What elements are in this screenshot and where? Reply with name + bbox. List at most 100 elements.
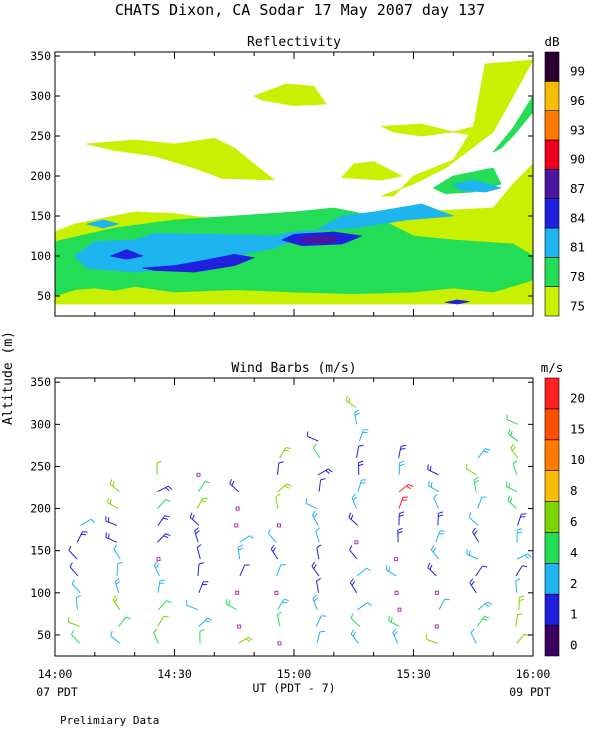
wind-barb xyxy=(516,553,532,560)
wind-barb-shaft xyxy=(473,479,477,492)
wind-barb-feather xyxy=(238,547,244,551)
wind-barb-feather xyxy=(166,600,172,604)
wind-barb xyxy=(388,615,400,627)
wind-barb-shaft xyxy=(317,468,329,476)
wind-barb xyxy=(477,601,493,611)
wind-barb-feather xyxy=(313,597,319,602)
wind-barb-feather xyxy=(153,561,159,566)
wind-barb-feather xyxy=(311,510,316,516)
wind-barb-feather xyxy=(350,629,355,635)
wind-barb-feather xyxy=(248,636,253,641)
wind-barb-shaft xyxy=(427,567,437,577)
wind-barb-feather xyxy=(71,629,75,635)
wind-barb-shaft xyxy=(71,634,80,644)
wind-barb xyxy=(506,414,519,425)
reflectivity-colorbar-label: 87 xyxy=(570,181,585,196)
wind-barb xyxy=(110,630,121,644)
wind-barb xyxy=(477,448,491,459)
wind-barb-shaft xyxy=(277,599,285,610)
wind-barb-feather xyxy=(228,600,231,606)
wind-barb-feather xyxy=(358,460,364,464)
wind-barb-feather xyxy=(470,580,475,586)
wind-barb xyxy=(507,429,519,442)
wind-barb-shaft xyxy=(110,635,121,644)
wind-barb-shaft xyxy=(238,636,249,644)
wind-barb-feather xyxy=(207,617,213,621)
wind-barb-shaft xyxy=(114,581,120,593)
time-tick-label: 14:00 xyxy=(38,667,73,681)
wind-barb xyxy=(118,616,131,627)
wind-barb-feather xyxy=(388,615,390,621)
wind-barb-shaft xyxy=(196,497,204,509)
wind-colorbar-label: 2 xyxy=(570,576,578,591)
wind-barb-feather xyxy=(109,479,113,485)
reflectivity-contour-75 xyxy=(253,83,327,106)
wind-barb-shaft xyxy=(105,536,118,543)
wind-barb-feather xyxy=(367,602,372,606)
wind-barb-feather xyxy=(315,527,320,532)
time-axis-label: UT (PDT - 7) xyxy=(252,681,335,695)
wind-barb-feather xyxy=(107,497,109,503)
wind-barb xyxy=(198,581,209,594)
wind-barb xyxy=(351,493,358,509)
wind-colorbar-swatch xyxy=(544,470,560,502)
wind-barb-feather xyxy=(282,601,288,604)
wind-barb-shaft xyxy=(345,400,357,408)
wind-barb-feather xyxy=(393,631,398,636)
wind-colorbar-swatch xyxy=(544,408,560,441)
wind-barb-feather xyxy=(390,617,393,623)
wind-barb xyxy=(197,562,204,577)
wind-barb-feather xyxy=(408,483,414,488)
wind-barb-shaft xyxy=(466,553,479,560)
wind-barb-feather xyxy=(115,580,121,585)
wind-colorbar-swatch xyxy=(544,377,560,410)
wind-barb xyxy=(315,578,322,593)
wind-barb-shaft xyxy=(316,547,320,560)
wind-barb-feather xyxy=(194,527,199,532)
wind-barb-shaft xyxy=(388,620,400,627)
wind-barb-feather xyxy=(231,480,235,486)
wind-barb xyxy=(199,629,205,644)
wind-barb-feather xyxy=(155,563,160,569)
wind-calm-marker xyxy=(234,523,239,528)
wind-barb xyxy=(306,431,319,442)
wind-barb-shaft xyxy=(239,564,246,577)
wind-barb-feather xyxy=(351,493,357,498)
wind-barb-feather xyxy=(313,564,317,569)
wind-barb xyxy=(267,528,277,543)
wind-barb-shaft xyxy=(68,621,81,627)
wind-barb-shaft xyxy=(398,446,402,459)
wind-barb xyxy=(189,512,200,526)
wind-barb-feather xyxy=(270,544,275,550)
wind-barb-feather xyxy=(349,578,354,583)
wind-barb-shaft xyxy=(312,598,318,610)
reflectivity-colorbar-label: 99 xyxy=(570,64,585,79)
wind-barb-shaft xyxy=(356,567,367,577)
wind-barb-shaft xyxy=(515,565,523,577)
wind-barb-shaft xyxy=(68,550,78,560)
wind-barb xyxy=(515,613,523,627)
wind-barb xyxy=(153,628,159,644)
wind-barb-shaft xyxy=(276,462,280,475)
wind-barb-shaft xyxy=(194,530,199,543)
wind-barb-feather xyxy=(90,518,96,523)
wind-colorbar-label: 6 xyxy=(570,514,578,529)
wind-calm-marker xyxy=(274,590,279,595)
wind-barb-shaft xyxy=(512,463,518,476)
wind-barb-feather xyxy=(267,528,271,534)
wind-barb xyxy=(433,493,440,509)
wind-barb-feather xyxy=(69,562,73,568)
wind-barb xyxy=(112,595,121,610)
wind-barb-feather xyxy=(162,517,169,520)
wind-barb-shaft xyxy=(350,633,359,644)
wind-colorbar-swatch xyxy=(544,563,560,595)
wind-barb-feather xyxy=(385,564,388,570)
wind-barb-feather xyxy=(354,409,360,413)
wind-barb-feather xyxy=(512,459,518,464)
wind-barb xyxy=(515,565,528,577)
wind-barb-feather xyxy=(472,527,477,533)
wind-barb xyxy=(427,464,439,476)
wind-barb xyxy=(507,495,517,509)
wind-barb-shaft xyxy=(516,633,525,644)
